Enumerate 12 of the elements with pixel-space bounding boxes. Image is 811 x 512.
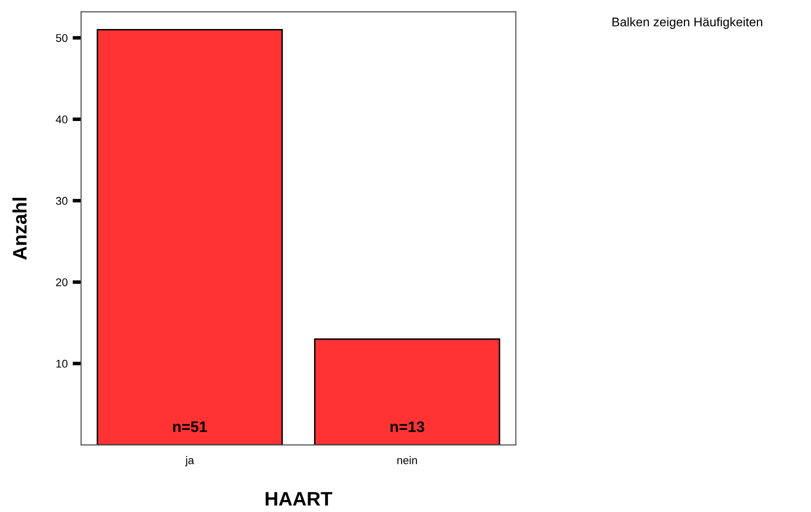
y-tick-label: 20 bbox=[56, 278, 68, 286]
data-label: n=13 bbox=[390, 421, 424, 432]
x-axis-title: HAART bbox=[266, 492, 332, 506]
y-tick-label: 30 bbox=[56, 196, 68, 205]
y-tick-label: 50 bbox=[56, 34, 68, 42]
y-tick-label: 40 bbox=[56, 116, 68, 124]
y-tick-label: 10 bbox=[56, 360, 68, 368]
text: Balken zeigen Häufigkeiten bbox=[612, 17, 762, 29]
x-tick-label: nein bbox=[397, 456, 417, 464]
y-axis-title: Anzahl bbox=[12, 198, 27, 260]
data-label: n=51 bbox=[173, 421, 207, 432]
x-tick-label: ja bbox=[185, 456, 194, 466]
